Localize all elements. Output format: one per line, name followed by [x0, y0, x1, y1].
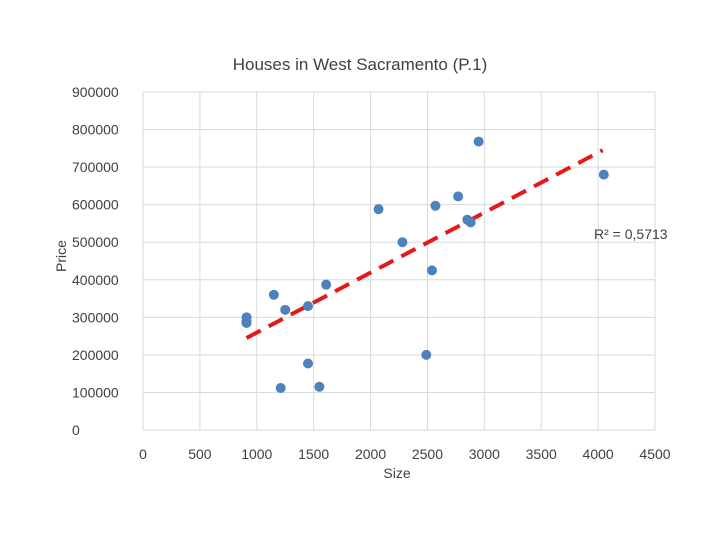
data-point: [321, 279, 332, 290]
grid-lines: [142, 91, 656, 431]
data-point: [426, 265, 437, 276]
y-tick-label: 200000: [72, 347, 119, 363]
chart-title: Houses in West Sacramento (P.1): [233, 55, 488, 74]
x-tick-label: 4500: [639, 446, 670, 462]
y-tick-label: 500000: [72, 234, 119, 250]
x-tick-label: 3000: [469, 446, 500, 462]
data-point: [314, 381, 325, 392]
x-tick-label: 1000: [241, 446, 272, 462]
y-tick-label: 600000: [72, 197, 119, 213]
x-tick-label: 0: [139, 446, 147, 462]
data-point: [598, 169, 609, 180]
x-tick-label: 2000: [355, 446, 386, 462]
data-point: [473, 136, 484, 147]
y-axis-ticks: 0 100000 200000 300000 400000 500000 600000 700…: [72, 84, 119, 438]
data-points: [241, 136, 609, 393]
data-point: [241, 317, 252, 328]
trendline: [245, 148, 604, 340]
r-squared-label: R² = 0,5713: [594, 226, 668, 242]
x-tick-label: 1500: [298, 446, 329, 462]
data-point: [465, 217, 476, 228]
data-point: [268, 289, 279, 300]
data-point: [280, 304, 291, 315]
data-point: [421, 349, 432, 360]
data-point: [453, 191, 464, 202]
x-tick-label: 4000: [583, 446, 614, 462]
y-tick-label: 800000: [72, 122, 119, 138]
data-point: [302, 358, 313, 369]
data-point: [430, 200, 441, 211]
data-point: [302, 301, 313, 312]
data-point: [373, 204, 384, 215]
x-tick-label: 2500: [412, 446, 443, 462]
y-axis-label: Price: [53, 240, 69, 272]
x-axis-label: Size: [383, 465, 410, 481]
y-tick-label: 700000: [72, 159, 119, 175]
x-axis-ticks: 0 500 1000 1500 2000 2500 3000 3500 4000 4500: [139, 446, 671, 462]
y-tick-label: 300000: [72, 309, 119, 325]
data-point: [397, 237, 408, 248]
trendline-group: [245, 148, 604, 340]
x-tick-label: 3500: [526, 446, 557, 462]
data-point: [275, 382, 286, 393]
y-tick-label: 900000: [72, 84, 119, 100]
y-tick-label: 100000: [72, 384, 119, 400]
y-tick-label: 0: [72, 422, 80, 438]
x-tick-label: 500: [188, 446, 212, 462]
y-tick-label: 400000: [72, 272, 119, 288]
